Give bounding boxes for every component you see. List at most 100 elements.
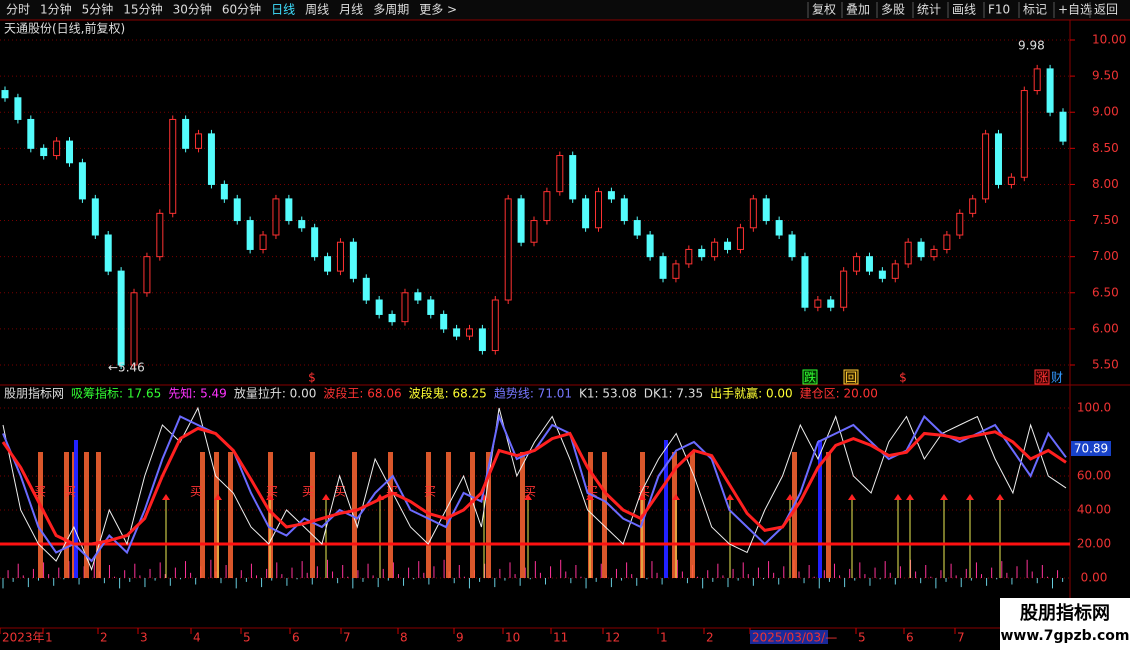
toolbar-item[interactable]: 复权 <box>812 3 836 17</box>
candle <box>91 198 99 236</box>
signal-bar <box>470 452 475 578</box>
buy-mark: 买 <box>638 485 650 499</box>
date-label: 2023年 <box>2 631 45 645</box>
candle <box>930 248 938 258</box>
buy-arrow <box>586 494 594 500</box>
price-tick-label: 7.50 <box>1092 213 1119 227</box>
candle <box>504 198 512 301</box>
candle <box>620 198 628 222</box>
indicator-tick-label: 40.00 <box>1077 503 1111 517</box>
candle <box>414 292 422 301</box>
buy-arrow <box>894 494 902 500</box>
candle <box>646 234 654 258</box>
indicator-tick-label: 60.00 <box>1077 469 1111 483</box>
indicator-label: 波段鬼: 68.25 <box>409 386 487 401</box>
indicator-label: 吸筹指标: 17.65 <box>71 386 161 401</box>
candle <box>78 162 86 200</box>
signal: $ <box>308 371 316 385</box>
candle <box>775 220 783 236</box>
toolbar-item[interactable]: 分时 <box>6 3 30 17</box>
toolbar-item[interactable]: 统计 <box>917 3 941 17</box>
buy-arrow <box>906 494 914 500</box>
candle <box>582 198 590 229</box>
signal: 涨 <box>1036 370 1048 385</box>
candle <box>324 256 332 272</box>
signal-bar <box>826 452 831 578</box>
toolbar-item[interactable]: 5分钟 <box>82 2 114 17</box>
signal: 跌 <box>804 370 816 385</box>
signal-bar <box>200 452 205 578</box>
toolbar-item[interactable]: F10 <box>988 3 1010 17</box>
candle <box>969 198 977 214</box>
price-tick-label: 9.50 <box>1092 69 1119 83</box>
toolbar <box>0 0 1130 20</box>
signal-bar <box>486 452 491 578</box>
candle <box>233 198 241 222</box>
indicator-label: DK1: 7.35 <box>644 387 703 401</box>
buy-mark: 买 <box>424 485 436 499</box>
toolbar-item[interactable]: 画线 <box>952 3 976 17</box>
candle <box>1 90 9 99</box>
signal-bar <box>818 440 822 578</box>
buy-mark: 买 <box>64 485 76 499</box>
toolbar-item[interactable]: 月线 <box>339 3 363 17</box>
candle <box>1007 176 1015 185</box>
toolbar-item[interactable]: 15分钟 <box>123 2 162 17</box>
candle <box>311 227 319 258</box>
price-tick-label: 8.50 <box>1092 141 1119 155</box>
toolbar-item[interactable]: 日线 <box>271 3 295 17</box>
candle <box>530 220 538 243</box>
candle <box>672 263 680 279</box>
date-label: 10 <box>505 631 520 645</box>
candle <box>1033 68 1041 92</box>
toolbar-item[interactable]: 叠加 <box>846 3 870 17</box>
candle <box>891 263 899 279</box>
toolbar-item[interactable]: 30分钟 <box>173 2 212 17</box>
buy-mark: 买 <box>34 485 46 499</box>
candle <box>1046 68 1054 113</box>
candle <box>917 241 925 258</box>
candle <box>453 328 461 337</box>
candle <box>595 191 603 229</box>
candle <box>156 212 164 258</box>
toolbar-item[interactable]: 返回 <box>1094 3 1118 17</box>
candle <box>956 212 964 236</box>
signal-bar <box>602 452 607 578</box>
candle <box>478 328 486 352</box>
toolbar-item[interactable]: 标记 <box>1023 3 1047 17</box>
toolbar-item[interactable]: 多股 <box>881 3 905 17</box>
candle <box>569 155 577 200</box>
candle <box>336 241 344 272</box>
toolbar-item[interactable]: 周线 <box>305 3 329 17</box>
signal: $ <box>899 371 907 385</box>
toolbar-item[interactable]: 多周期 <box>373 3 409 17</box>
date-label: 6 <box>906 631 914 645</box>
buy-arrow <box>638 494 646 500</box>
toolbar-item[interactable]: 更多 > <box>419 3 457 17</box>
date-label: 7 <box>343 631 351 645</box>
signal-bar <box>792 452 797 578</box>
candle <box>117 270 125 366</box>
toolbar-item[interactable]: 60分钟 <box>222 2 261 17</box>
toolbar-item[interactable]: 1分钟 <box>40 2 72 17</box>
candle <box>285 198 293 222</box>
toolbar-item[interactable]: +自选 <box>1058 3 1092 17</box>
candle <box>633 220 641 236</box>
buy-mark: 买 <box>190 485 202 499</box>
buy-mark: 买 <box>334 485 346 499</box>
date-label: 2 <box>100 631 108 645</box>
indicator-label: 先知: 5.49 <box>168 387 227 401</box>
price-tick-label: 10.00 <box>1092 33 1126 47</box>
price-tick-label: 9.00 <box>1092 105 1119 119</box>
candle <box>246 220 254 250</box>
candle <box>724 241 732 250</box>
candle <box>943 234 951 250</box>
signal-bar <box>388 452 393 578</box>
signal-bar <box>64 452 69 578</box>
candle <box>104 234 112 272</box>
candle <box>272 198 280 236</box>
candle <box>259 234 267 250</box>
